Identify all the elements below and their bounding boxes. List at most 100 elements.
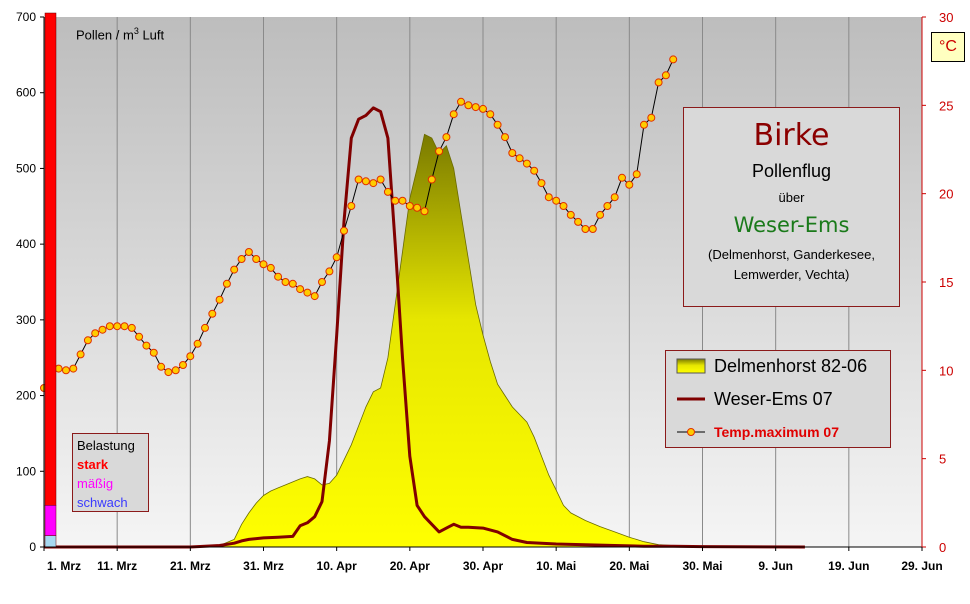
temp-point (596, 210, 605, 219)
temp-point (559, 202, 568, 210)
temp-point (654, 78, 663, 87)
temp-point (135, 332, 144, 341)
legend-swatch-marker-icon (677, 428, 705, 436)
temp-point (179, 361, 187, 369)
temp-point (501, 133, 509, 142)
temp-point (464, 101, 473, 110)
temp-point (332, 253, 341, 262)
y-axis-left-label: Pollen / m3 Luft (76, 26, 165, 43)
temp-point (347, 202, 356, 210)
y-left-tick-label: 700 (16, 10, 36, 24)
y-right-tick-label: 10 (939, 363, 953, 378)
belastung-level-maessig: mäßig (77, 476, 114, 491)
temp-point (610, 193, 619, 202)
temp-point (208, 309, 217, 318)
y-right-tick-label: 0 (939, 540, 946, 555)
y-left-tick-label: 500 (16, 161, 36, 175)
x-tick-label: 30. Apr (463, 559, 504, 573)
temp-point (398, 196, 407, 205)
temp-point (193, 339, 202, 348)
y-axis-right: 0 5 10 15 20 25 30 (922, 10, 953, 555)
x-tick-label: 30. Mai (682, 559, 722, 573)
y-axis-right-unit: °C (931, 32, 965, 62)
temp-point (405, 202, 414, 210)
temp-point (442, 133, 451, 142)
y-left-tick-label: 300 (16, 313, 36, 327)
temp-point (259, 260, 268, 269)
temp-point (281, 278, 290, 286)
temp-point (581, 225, 590, 233)
temp-point (427, 175, 436, 184)
y-right-tick-label: 25 (939, 98, 953, 113)
area-fill (44, 133, 776, 548)
x-tick-label: 20. Mai (609, 559, 649, 573)
temp-point (142, 341, 151, 350)
temp-point (435, 147, 444, 156)
temp-point (252, 255, 261, 263)
temp-point (625, 180, 634, 189)
temp-point (222, 279, 231, 288)
x-tick-label: 21. Mrz (170, 559, 211, 573)
temp-point (354, 175, 363, 184)
temp-point (515, 154, 524, 163)
temp-point (522, 159, 531, 168)
temp-point (530, 166, 539, 175)
temp-point (310, 292, 319, 301)
y-left-tick-label: 600 (16, 86, 36, 100)
temp-point (340, 226, 348, 235)
temp-point (552, 196, 561, 205)
temp-point (449, 110, 458, 119)
y-right-tick-label: 30 (939, 10, 953, 25)
temp-point (266, 263, 275, 272)
temp-point (632, 170, 641, 179)
belastung-segment-stark (44, 12, 57, 506)
temp-point (83, 336, 92, 345)
title-panel: Birke Pollenflug über Weser-Ems (Delmenh… (683, 107, 900, 307)
belastung-segment-schwach (44, 535, 57, 548)
temp-point (318, 278, 326, 286)
x-tick-label: 19. Jun (828, 559, 869, 573)
x-axis: 1. Mrz 11. Mrz 21. Mrz 31. Mrz 10. Apr 20. Ap… (43, 547, 943, 573)
legend-label-delmenhorst: Delmenhorst 82-06 (714, 355, 868, 376)
temp-point (296, 285, 305, 294)
temp-point (274, 272, 283, 281)
y-right-tick-label: 15 (939, 275, 953, 290)
legend-item-temp: Temp.maximum 07 (676, 421, 839, 443)
x-tick-label: 29. Jun (901, 559, 942, 573)
chart-subtitle-connector: über (778, 190, 805, 205)
temp-point (113, 322, 122, 331)
chart-subtitle: Pollenflug (751, 161, 832, 181)
temp-point (413, 203, 422, 212)
temp-point (244, 248, 253, 256)
temp-point (369, 179, 378, 188)
belastung-heading: Belastung (77, 438, 135, 453)
chart-region: Weser-Ems (733, 213, 850, 237)
x-tick-label: 9. Jun (758, 559, 793, 573)
temp-point (288, 279, 297, 288)
belastung-level-stark: stark (77, 457, 109, 472)
legend-swatch-area-icon (676, 358, 706, 374)
temp-point (383, 187, 392, 196)
legend-item-weser-ems: Weser-Ems 07 (676, 388, 833, 410)
temp-point (479, 104, 487, 113)
temp-point (91, 329, 100, 338)
temp-point (537, 179, 546, 188)
y-right-tick-label: 20 (939, 187, 953, 202)
temp-point (508, 149, 517, 157)
temp-point (669, 55, 678, 64)
temp-point (237, 255, 246, 263)
x-tick-label: 11. Mrz (97, 559, 137, 573)
temp-point (661, 71, 670, 80)
temp-point (157, 362, 166, 371)
belastung-legend: Belastung stark mäßig schwach (72, 433, 149, 512)
temp-point (230, 265, 239, 274)
temp-point (640, 120, 648, 129)
temp-point (303, 288, 312, 297)
temp-point (647, 113, 656, 122)
temp-point (420, 207, 429, 216)
temp-point (376, 175, 385, 184)
temp-point (105, 322, 114, 331)
legend: Delmenhorst 82-06 Weser-Ems 07 Temp.maxi… (665, 350, 891, 448)
temp-point (391, 196, 400, 205)
chart-region-detail: (Delmenhorst, Ganderkesee, Lemwerder, Ve… (708, 247, 875, 282)
